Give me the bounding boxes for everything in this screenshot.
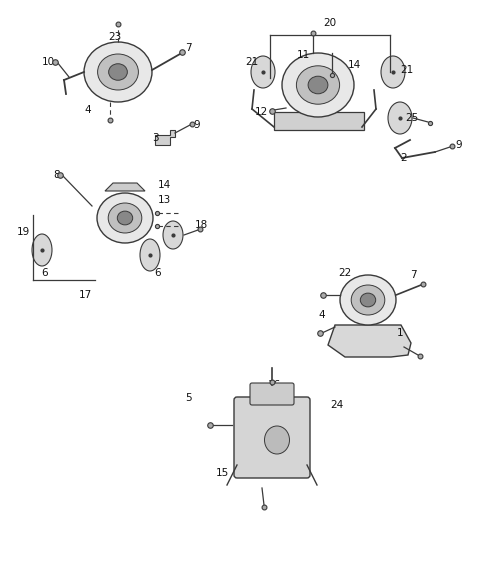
Text: 14: 14 xyxy=(348,60,361,70)
Text: 9: 9 xyxy=(455,140,462,150)
Text: 1: 1 xyxy=(396,328,403,338)
Ellipse shape xyxy=(388,102,412,134)
Text: 16: 16 xyxy=(268,380,281,390)
Text: 7: 7 xyxy=(185,43,192,53)
Text: 7: 7 xyxy=(410,270,417,280)
Ellipse shape xyxy=(108,64,127,80)
Text: 6: 6 xyxy=(155,268,161,278)
Text: 22: 22 xyxy=(338,268,352,278)
Ellipse shape xyxy=(32,234,52,266)
Ellipse shape xyxy=(340,275,396,325)
Text: 8: 8 xyxy=(53,170,60,180)
Polygon shape xyxy=(105,183,145,191)
Ellipse shape xyxy=(264,426,289,454)
FancyBboxPatch shape xyxy=(274,112,364,130)
Text: 9: 9 xyxy=(193,120,200,130)
Text: 11: 11 xyxy=(297,50,310,60)
Ellipse shape xyxy=(97,193,153,243)
Polygon shape xyxy=(155,130,175,145)
Text: 13: 13 xyxy=(158,195,171,205)
Text: 6: 6 xyxy=(42,268,48,278)
Ellipse shape xyxy=(308,76,328,94)
Ellipse shape xyxy=(97,54,138,90)
Text: 21: 21 xyxy=(400,65,413,75)
Ellipse shape xyxy=(296,66,340,104)
Ellipse shape xyxy=(140,239,160,271)
Text: 20: 20 xyxy=(324,18,336,28)
Text: 23: 23 xyxy=(108,32,121,42)
Ellipse shape xyxy=(351,285,385,315)
Text: 4: 4 xyxy=(318,310,325,320)
Text: 25: 25 xyxy=(405,113,418,123)
Ellipse shape xyxy=(117,211,132,225)
Text: 19: 19 xyxy=(17,227,30,237)
Text: 3: 3 xyxy=(152,133,158,143)
Ellipse shape xyxy=(360,293,376,307)
Text: 2: 2 xyxy=(400,153,407,163)
Text: 17: 17 xyxy=(78,290,92,300)
Text: 15: 15 xyxy=(216,468,228,478)
Text: 12: 12 xyxy=(255,107,268,117)
Ellipse shape xyxy=(381,56,405,88)
Text: 14: 14 xyxy=(158,180,171,190)
FancyBboxPatch shape xyxy=(250,383,294,405)
Text: 10: 10 xyxy=(42,57,55,67)
Ellipse shape xyxy=(84,42,152,102)
FancyBboxPatch shape xyxy=(234,397,310,478)
Text: 5: 5 xyxy=(185,393,192,403)
Ellipse shape xyxy=(163,221,183,249)
Text: 21: 21 xyxy=(245,57,258,67)
Ellipse shape xyxy=(251,56,275,88)
Text: 24: 24 xyxy=(330,400,343,410)
Ellipse shape xyxy=(282,53,354,117)
Text: 18: 18 xyxy=(195,220,208,230)
Text: 4: 4 xyxy=(84,105,91,115)
Polygon shape xyxy=(328,325,411,357)
Ellipse shape xyxy=(108,203,142,233)
